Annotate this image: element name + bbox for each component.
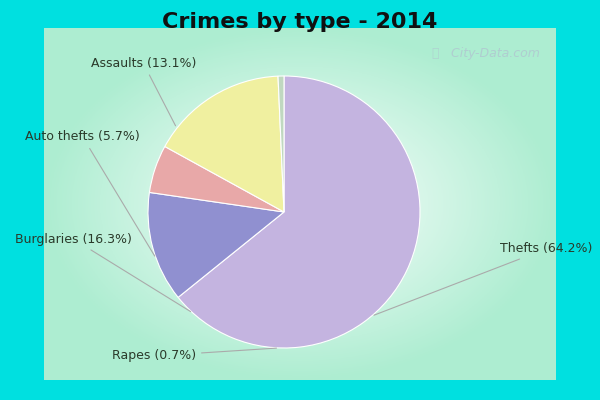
Wedge shape — [178, 76, 420, 348]
Text: Assaults (13.1%): Assaults (13.1%) — [91, 57, 196, 126]
Text: Auto thefts (5.7%): Auto thefts (5.7%) — [25, 130, 155, 256]
Text: Burglaries (16.3%): Burglaries (16.3%) — [15, 233, 191, 312]
Wedge shape — [278, 76, 284, 212]
Wedge shape — [149, 146, 284, 212]
Text: Thefts (64.2%): Thefts (64.2%) — [374, 242, 592, 315]
Wedge shape — [148, 192, 284, 297]
Text: Rapes (0.7%): Rapes (0.7%) — [112, 348, 277, 362]
Wedge shape — [165, 76, 284, 212]
Text: City-Data.com: City-Data.com — [447, 47, 540, 60]
Text: ⓘ: ⓘ — [431, 47, 439, 60]
Text: Crimes by type - 2014: Crimes by type - 2014 — [163, 12, 437, 32]
